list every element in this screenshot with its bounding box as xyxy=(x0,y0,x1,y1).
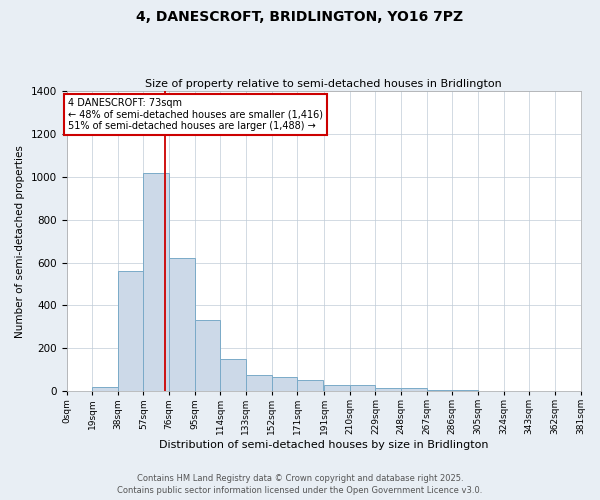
Text: 4 DANESCROFT: 73sqm
← 48% of semi-detached houses are smaller (1,416)
51% of sem: 4 DANESCROFT: 73sqm ← 48% of semi-detach… xyxy=(68,98,323,131)
Bar xyxy=(194,320,220,391)
Bar xyxy=(118,271,143,391)
Bar xyxy=(452,390,478,391)
Bar xyxy=(401,388,427,391)
Bar xyxy=(272,377,297,391)
Text: Contains HM Land Registry data © Crown copyright and database right 2025.
Contai: Contains HM Land Registry data © Crown c… xyxy=(118,474,482,495)
Title: Size of property relative to semi-detached houses in Bridlington: Size of property relative to semi-detach… xyxy=(145,79,502,89)
Bar xyxy=(427,390,452,391)
Bar xyxy=(92,387,118,391)
Y-axis label: Number of semi-detached properties: Number of semi-detached properties xyxy=(15,144,25,338)
Bar xyxy=(220,359,246,391)
Bar xyxy=(169,258,194,391)
Text: 4, DANESCROFT, BRIDLINGTON, YO16 7PZ: 4, DANESCROFT, BRIDLINGTON, YO16 7PZ xyxy=(136,10,464,24)
Bar xyxy=(143,172,169,391)
Bar xyxy=(376,388,401,391)
Bar xyxy=(246,375,272,391)
Bar xyxy=(297,380,323,391)
Bar xyxy=(350,384,376,391)
X-axis label: Distribution of semi-detached houses by size in Bridlington: Distribution of semi-detached houses by … xyxy=(159,440,488,450)
Bar xyxy=(324,384,350,391)
